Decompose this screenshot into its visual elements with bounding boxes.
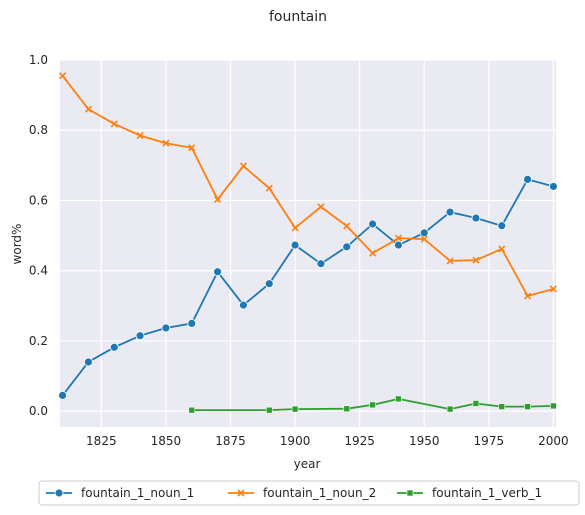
data-point [187,318,197,328]
x-tick-label: 1925 [344,434,375,448]
data-point [524,403,531,410]
data-point [265,184,273,192]
data-point [188,406,196,414]
legend-label: fountain_1_noun_2 [263,486,376,500]
series-fountain_1_verb_1 [188,395,557,414]
data-point [420,235,428,243]
data-point [446,405,454,413]
data-point [446,257,454,265]
legend-item: fountain_1_noun_2 [228,486,376,500]
data-point [265,406,273,414]
data-point [395,395,402,403]
plot-area [60,60,556,427]
legend-item: fountain_1_verb_1 [397,486,542,500]
chart-title: fountain [269,9,327,25]
data-point [549,285,557,293]
data-point [342,242,352,252]
data-point [58,390,67,400]
x-tick-label: 1850 [151,434,182,448]
y-tick-label: 0.0 [29,404,48,418]
data-point [523,175,532,184]
x-tick-label: 2000 [538,434,569,448]
data-point [498,245,506,253]
data-point [291,405,299,413]
x-tick-label: 1825 [86,434,117,448]
data-point [524,292,532,300]
data-point [394,240,403,250]
series-line [61,75,554,298]
x-axis-label: year [294,457,321,471]
y-tick-label: 1.0 [29,53,48,67]
data-point [497,221,507,231]
data-point [162,139,170,147]
data-point [343,405,351,413]
data-point [239,300,248,310]
x-tick-label: 1900 [280,434,311,448]
x-tick-label: 1975 [474,434,505,448]
legend-frame [38,480,580,506]
data-point [135,331,145,341]
series-fountain_1_noun_1 [58,175,558,400]
data-point [316,259,326,269]
data-point [239,162,247,170]
series-fountain_1_noun_2 [59,72,557,300]
data-point [445,207,455,217]
data-point [550,402,557,410]
y-axis-label: word% [10,224,24,265]
data-point [368,219,377,229]
data-point [84,105,92,113]
data-point [84,357,93,367]
data-point [264,279,274,289]
data-point [419,228,429,238]
data-point [472,256,480,264]
legend-swatch-marker [406,489,414,497]
data-point [290,240,300,250]
data-point [369,249,377,257]
legend-item: fountain_1_noun_1 [46,486,194,500]
legend-label: fountain_1_verb_1 [432,486,542,500]
data-point [472,400,480,407]
legend: fountain_1_noun_1 fountain_1_noun_2 founta… [38,480,580,506]
x-tick-label: 1875 [215,434,246,448]
data-point [369,401,376,409]
y-tick-label: 0.8 [29,123,48,137]
data-point [214,195,222,203]
legend-swatch-marker [237,489,245,497]
grid-lines [60,59,556,427]
data-point [136,131,144,140]
data-point [109,342,119,352]
data-point [59,72,67,80]
data-point [498,403,506,410]
series-layer [58,72,558,414]
data-point [213,267,222,277]
tick-labels: 1825 1850 1875 1900 1925 1950 1975 2000 0.0 0.2 0.… [29,53,569,448]
y-tick-label: 0.2 [29,334,48,348]
data-point [291,224,299,232]
series-line [61,178,554,396]
y-tick-label: 0.4 [29,264,48,278]
data-point [161,323,171,333]
data-point [110,120,118,128]
x-tick-label: 1950 [409,434,440,448]
legend-label: fountain_1_noun_1 [81,486,194,500]
legend-swatch-marker [54,488,64,498]
data-point [549,182,558,191]
y-tick-label: 0.6 [29,193,48,207]
data-point [343,222,351,230]
data-point [394,234,402,242]
data-point [471,213,481,223]
data-point [317,203,325,211]
data-point [188,144,196,152]
